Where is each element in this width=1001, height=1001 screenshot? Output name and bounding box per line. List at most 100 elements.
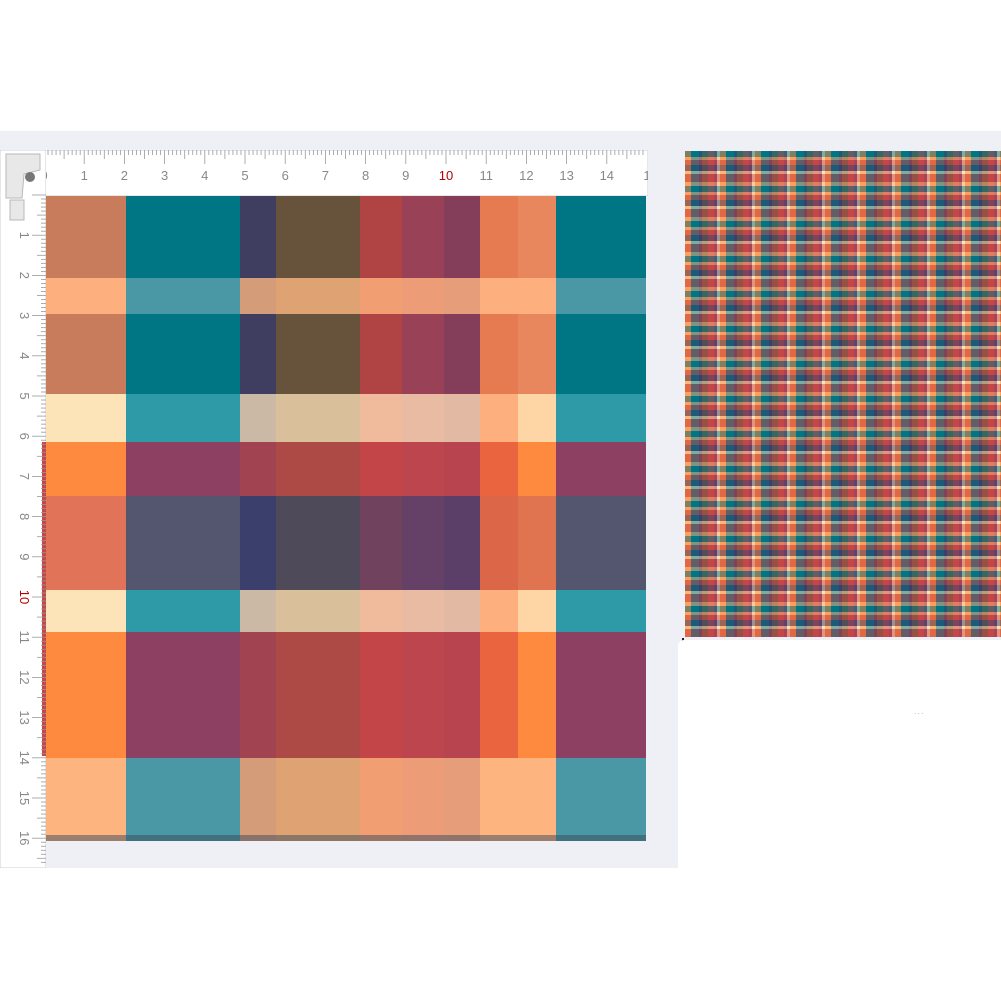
light-orange-cell-6: [518, 590, 556, 632]
coral-cell-8: [480, 758, 518, 841]
preview-weft: [685, 416, 1001, 419]
ruler-v-label: 11: [17, 630, 32, 644]
teal-cell-0-1: [126, 278, 240, 314]
ruler-h-label: 13: [559, 168, 573, 183]
preview-weft: [685, 431, 1001, 437]
preview-weft: [685, 580, 1001, 585]
teal-cell-1-1: [556, 278, 646, 314]
orange-cell-7: [44, 632, 126, 758]
preview-weft: [685, 501, 1001, 507]
preview-weft: [685, 454, 1001, 462]
preview-weft: [685, 256, 1001, 262]
preview-weft: [685, 475, 1001, 480]
ruler-h-label: 3: [161, 168, 168, 183]
ruler-h-label: 14: [600, 168, 614, 183]
preview-weft: [685, 410, 1001, 416]
preview-weft: [685, 405, 1001, 410]
teal-cell-0-4: [126, 590, 240, 632]
preview-weft: [685, 305, 1001, 311]
light-orange-cell-1: [518, 278, 556, 314]
preview-weft: [685, 515, 1001, 521]
ruler-v-label: 14: [17, 751, 32, 765]
preview-weft: [685, 300, 1001, 305]
preview-weft: [685, 577, 1001, 580]
preview-weft: [685, 521, 1001, 524]
preview-weft: [685, 545, 1001, 550]
orange-cell-3: [44, 394, 126, 442]
preview-weft: [685, 276, 1001, 279]
plaid-zoomed-view: [44, 195, 646, 841]
preview-weft: [685, 486, 1001, 489]
preview-weft: [685, 480, 1001, 486]
ruler-v-label: 10: [17, 590, 32, 604]
horizontal-ruler[interactable]: 012345678910111213141: [0, 150, 648, 196]
preview-weft: [685, 437, 1001, 440]
slate-cell-1: [556, 496, 646, 590]
preview-weft: [685, 227, 1001, 230]
preview-weft: [685, 151, 1001, 157]
ruler-h-label: 10: [439, 168, 453, 183]
plum-cell-a-1: [556, 442, 646, 496]
ruler-v-label: 5: [17, 392, 32, 399]
orange-cell-5: [44, 496, 126, 590]
ruler-v-label: 8: [17, 513, 32, 520]
preview-weft: [685, 252, 1001, 256]
ruler-v-label: 1: [17, 232, 32, 239]
preview-weft: [685, 615, 1001, 620]
ruler-v-label: 13: [17, 710, 32, 724]
ruler-v-label: 16: [17, 831, 32, 845]
ruler-v-label: 7: [17, 473, 32, 480]
preview-weft: [685, 221, 1001, 227]
ruler-v-label: 3: [17, 312, 32, 319]
preview-weft: [685, 349, 1001, 357]
preview-weft: [685, 591, 1001, 594]
preview-weft: [685, 182, 1001, 186]
horizontal-ruler-ticks: [43, 150, 644, 164]
preview-weft: [685, 262, 1001, 265]
coral-cell-0: [480, 195, 518, 278]
preview-weft: [685, 291, 1001, 297]
plum-cell-a-0: [126, 442, 240, 496]
preview-weft: [685, 186, 1001, 192]
preview-weft: [685, 311, 1001, 314]
ruler-v-label: 9: [17, 553, 32, 560]
ruler-v-label: 12: [17, 670, 32, 684]
ruler-h-label: 5: [241, 168, 248, 183]
preview-weft: [685, 367, 1001, 370]
preview-weft: [685, 550, 1001, 556]
preview-weft: [685, 567, 1001, 571]
teal-cell-0-5: [126, 758, 240, 841]
ruler-corner-clip-icon[interactable]: [5, 153, 41, 221]
preview-weft: [685, 419, 1001, 427]
preview-weft: [685, 200, 1001, 206]
preview-weft: [685, 602, 1001, 606]
coral-cell-4: [480, 442, 518, 496]
ruler-v-label: 6: [17, 433, 32, 440]
preview-weft: [685, 559, 1001, 567]
preview-weft: [685, 297, 1001, 300]
preview-weft: [685, 370, 1001, 375]
preview-weft: [685, 381, 1001, 384]
preview-weft: [685, 445, 1001, 451]
preview-weft: [685, 235, 1001, 241]
preview-weft: [685, 361, 1001, 367]
ruler-marker-strip: [42, 442, 46, 756]
preview-weft: [685, 440, 1001, 445]
coral-cell-7: [480, 632, 518, 758]
coral-cell-5: [480, 496, 518, 590]
preview-weft: [685, 279, 1001, 287]
preview-weft: [685, 451, 1001, 454]
vertical-ruler-ticks: [32, 194, 46, 863]
light-orange-cell-5: [518, 496, 556, 590]
plum-cell-b-0: [126, 632, 240, 758]
teal-cell-0-2: [126, 314, 240, 394]
preview-weft: [685, 510, 1001, 515]
plaid-pattern-preview[interactable]: [685, 151, 1001, 637]
light-orange-cell-2: [518, 314, 556, 394]
preview-weft: [685, 536, 1001, 542]
preview-weft: [685, 585, 1001, 591]
plum-cell-b-1: [556, 632, 646, 758]
light-orange-cell-8: [518, 758, 556, 841]
preview-weft: [685, 346, 1001, 349]
